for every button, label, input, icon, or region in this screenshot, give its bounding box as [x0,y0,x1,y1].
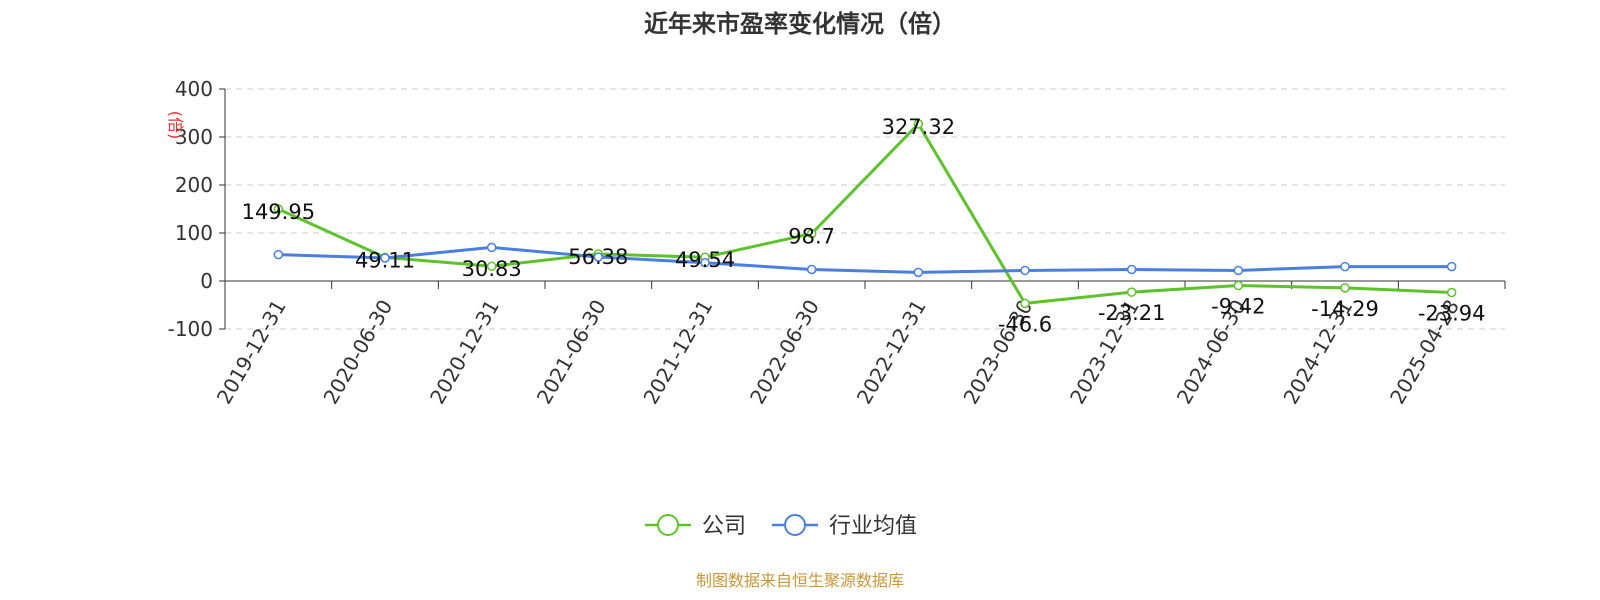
axes [224,89,1505,329]
company-data-label: 49.11 [355,248,415,272]
grid-lines [225,88,1505,330]
company-data-point[interactable] [1446,287,1457,298]
legend-marker [657,514,679,536]
chart-title: 近年来市盈率变化情况（倍） [644,10,956,38]
company-data-label: -46.6 [998,312,1052,336]
series-lines [273,119,1457,309]
y-tick-label: 200 [175,173,213,197]
company-data-label: -23.21 [1098,301,1166,325]
industry-data-point[interactable] [380,253,390,263]
industry-data-point[interactable] [1446,261,1457,272]
company-data-label: 30.83 [462,257,522,281]
industry-data-point[interactable] [1233,265,1244,276]
industry-data-point[interactable] [913,267,924,278]
legend-label: 行业均值 [829,514,917,539]
legend[interactable]: 公司 行业均值 [645,514,917,539]
y-tick-label: -100 [168,317,213,341]
company-data-point[interactable] [806,228,817,239]
data-labels: 149.95 49.11 30.83 56.38 49.54 98.7 327.32 -46.… [242,115,1486,336]
y-tick-label: 400 [175,77,213,101]
legend-item-industry[interactable]: 行业均值 [772,514,917,539]
y-axis-ticks: 400 300 200 100 0 -100 [168,77,225,341]
legend-marker [784,514,806,536]
y-tick-label: 100 [175,221,213,245]
legend-label: 公司 [702,514,746,539]
industry-data-point[interactable] [486,242,497,253]
x-tick-label: 2021-06-30 [532,296,611,409]
company-data-point[interactable] [1126,287,1137,297]
x-tick-label: 2022-06-30 [745,296,824,409]
y-tick-label: 300 [175,125,213,149]
company-data-point[interactable] [486,261,497,271]
industry-data-point[interactable] [806,264,817,275]
company-data-label: 149.95 [242,200,315,224]
company-data-label: -23.94 [1418,301,1486,325]
y-axis-unit-label: (倍) [166,111,185,140]
legend-item-company[interactable]: 公司 [645,514,746,539]
industry-data-point[interactable] [700,258,710,268]
company-data-point[interactable] [273,204,284,214]
industry-data-point[interactable] [1020,265,1030,276]
company-data-point[interactable] [1340,283,1350,293]
industry-data-point[interactable] [593,252,604,262]
company-data-label: -9.42 [1211,295,1265,319]
x-tick-label: 2022-12-31 [852,295,931,408]
company-data-label: 56.38 [568,245,628,269]
y-tick-label: 0 [200,269,213,293]
x-tick-label: 2020-12-31 [425,295,504,408]
source-note: 制图数据来自恒生聚源数据库 [696,571,904,590]
company-series-line [277,122,1452,305]
industry-data-point[interactable] [273,249,284,260]
company-data-point[interactable] [1020,298,1030,309]
x-tick-label: 2019-12-31 [212,296,291,409]
company-data-point[interactable] [913,119,924,129]
industry-series-line [278,245,1452,274]
x-tick-label: 2021-12-31 [638,296,717,409]
x-tick-label: 2020-06-30 [318,296,397,409]
company-data-label: -14.29 [1311,297,1379,321]
company-data-label: 98.7 [788,225,835,249]
company-data-point[interactable] [1233,280,1244,291]
industry-data-point[interactable] [1340,261,1350,272]
industry-data-point[interactable] [1126,264,1137,275]
company-data-label: 327.32 [882,115,955,139]
company-data-label: 49.54 [675,248,735,272]
